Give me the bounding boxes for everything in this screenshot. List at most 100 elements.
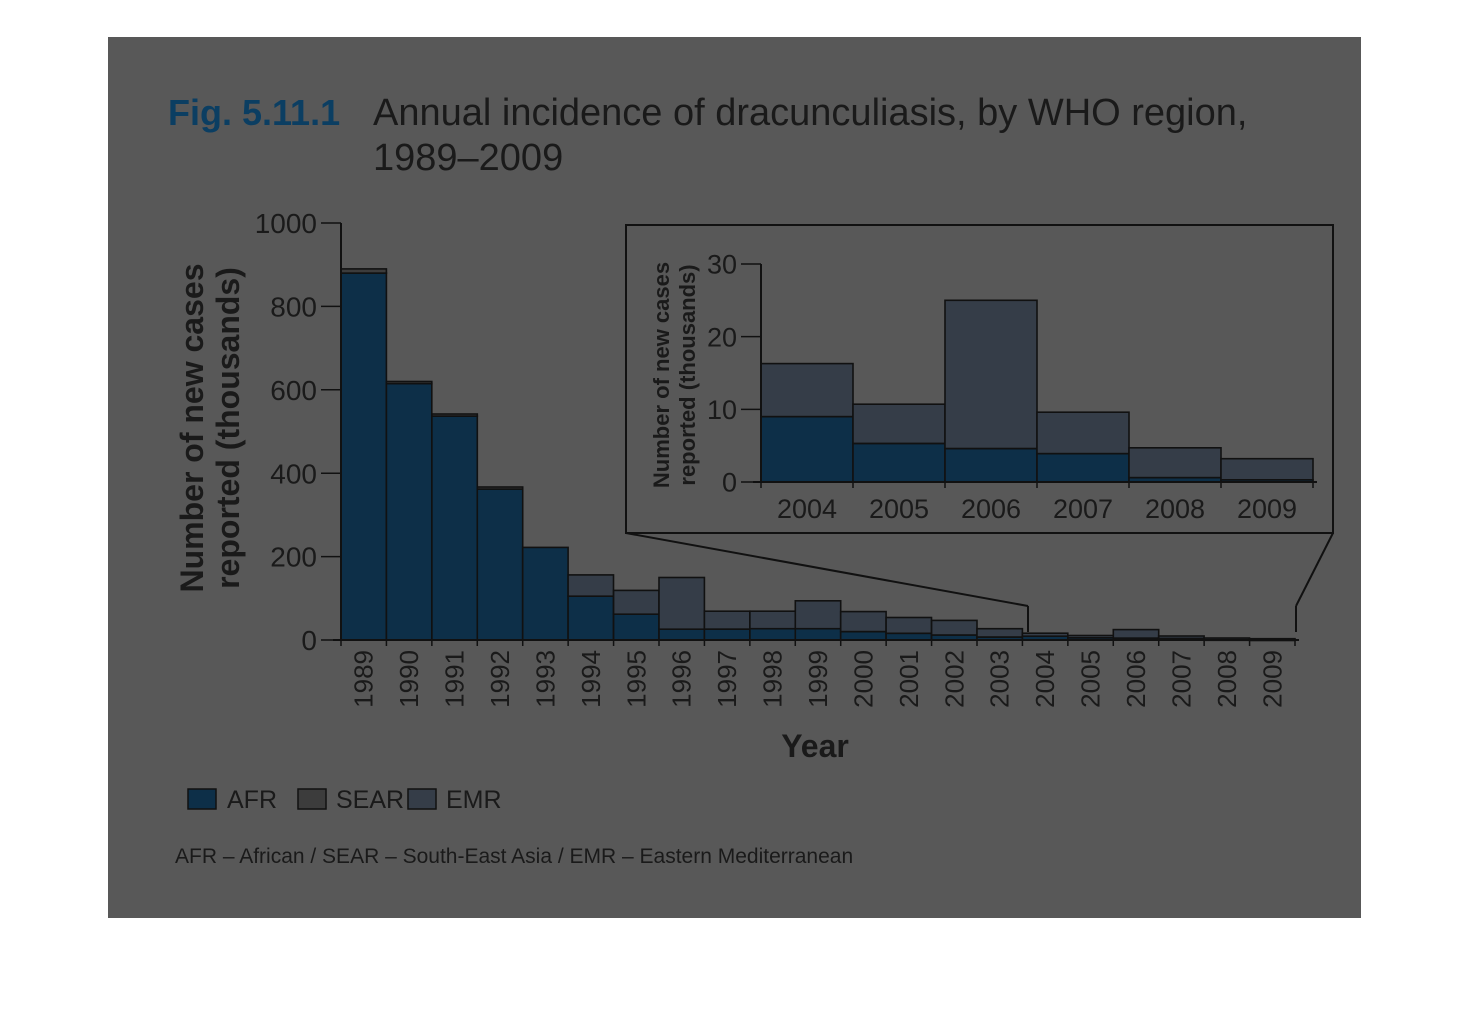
x-tick-label-2007: 2007 — [1166, 650, 1196, 708]
inset-bar-afr-2004 — [760, 415, 854, 483]
y-axis-label-line2: reported (thousands) — [210, 267, 246, 589]
bar-emr-1997 — [703, 610, 751, 630]
x-tick-label-1991: 1991 — [440, 650, 470, 708]
x-tick-label-1992: 1992 — [485, 650, 515, 708]
x-tick-label-2001: 2001 — [894, 650, 924, 708]
inset-y-tick-label-20: 20 — [707, 322, 737, 352]
bar-emr-2004 — [1021, 632, 1069, 638]
bar-emr-1994 — [567, 574, 615, 598]
inset-x-tick-label-2005: 2005 — [869, 494, 929, 524]
x-tick-label-1999: 1999 — [803, 650, 833, 708]
bar-afr-2001 — [885, 632, 933, 641]
bar-sear-1990 — [385, 380, 433, 385]
inset-axes: 2004 2005 2006 2007 2008 2009 0 10 20 30 — [707, 250, 1317, 524]
legend-swatch-emr — [407, 788, 437, 810]
bar-sear-1989 — [340, 268, 388, 274]
bar-afr-2000 — [839, 630, 887, 641]
bar-afr-1990 — [385, 382, 433, 641]
x-tick-label-2003: 2003 — [985, 650, 1015, 708]
inset-y-axis-label-line2: reported (thousands) — [675, 264, 700, 485]
x-tick-label-2008: 2008 — [1212, 650, 1242, 708]
x-tick-label-2006: 2006 — [1121, 650, 1151, 708]
x-tick-label-1990: 1990 — [394, 650, 424, 708]
x-tick-label-2004: 2004 — [1030, 650, 1060, 708]
x-axis-title: Year — [781, 728, 849, 764]
bar-emr-2007 — [1157, 635, 1205, 640]
bar-emr-2001 — [885, 616, 933, 635]
y-tick-label-200: 200 — [270, 542, 317, 573]
bar-sear-1992 — [476, 486, 524, 490]
y-tick-label-400: 400 — [270, 458, 317, 489]
x-tick-label-1996: 1996 — [667, 650, 697, 708]
inset-bar-emr-2008 — [1128, 446, 1222, 479]
inset-y-tick-label-0: 0 — [722, 468, 737, 498]
footnote: AFR – African / SEAR – South-East Asia /… — [175, 845, 853, 868]
bar-emr-1998 — [749, 610, 797, 630]
y-tick-label-1000: 1000 — [255, 208, 317, 239]
x-tick-label-1993: 1993 — [530, 650, 560, 708]
bar-afr-1999 — [794, 627, 842, 641]
main-bars — [340, 268, 1296, 642]
bar-emr-2005 — [1067, 634, 1115, 639]
bar-afr-1998 — [749, 627, 797, 641]
x-tick-label-2005: 2005 — [1076, 650, 1106, 708]
inset-bar-emr-2006 — [944, 299, 1038, 450]
inset-y-axis-label-line1: Number of new cases — [649, 262, 674, 488]
bar-afr-1989 — [340, 272, 388, 641]
inset-x-tick-label-2009: 2009 — [1237, 494, 1297, 524]
inset-x-tick-label-2008: 2008 — [1145, 494, 1205, 524]
x-tick-label-2000: 2000 — [848, 650, 878, 708]
bar-emr-2000 — [839, 610, 887, 633]
x-tick-label-1995: 1995 — [621, 650, 651, 708]
bar-emr-2002 — [930, 619, 978, 636]
inset-x-tick-label-2006: 2006 — [961, 494, 1021, 524]
chart-title-line2: 1989–2009 — [373, 137, 563, 179]
bar-emr-1996 — [658, 576, 706, 631]
legend-label-emr: EMR — [446, 786, 502, 814]
bar-afr-1995 — [612, 613, 660, 641]
x-tick-label-2002: 2002 — [939, 650, 969, 708]
inset-bar-emr-2004 — [760, 362, 854, 418]
y-axis-label-line1: Number of new cases — [174, 264, 210, 593]
bar-sear-1991 — [431, 413, 479, 417]
inset-bar-emr-2005 — [852, 403, 946, 445]
inset-bar-afr-2006 — [944, 447, 1038, 483]
inset-x-tick-label-2004: 2004 — [777, 494, 837, 524]
x-tick-label-1994: 1994 — [576, 650, 606, 708]
y-tick-label-0: 0 — [301, 625, 317, 656]
inset-bar-emr-2007 — [1036, 411, 1130, 455]
bar-afr-1993 — [521, 546, 569, 641]
inset-bar-emr-2009 — [1220, 457, 1314, 481]
legend-swatch-sear — [297, 788, 327, 810]
legend: AFR SEAR EMR — [187, 786, 502, 814]
inset-bar-afr-2005 — [852, 442, 946, 483]
bar-afr-1991 — [431, 415, 479, 641]
figure-number: Fig. 5.11.1 — [168, 92, 340, 133]
inset-bar-afr-2007 — [1036, 452, 1130, 483]
bar-afr-1994 — [567, 595, 615, 641]
legend-swatch-afr — [187, 788, 217, 810]
bar-emr-2006 — [1112, 628, 1160, 639]
bar-emr-2003 — [976, 627, 1024, 638]
x-tick-label-2009: 2009 — [1257, 650, 1287, 708]
inset-y-tick-label-10: 10 — [707, 395, 737, 425]
legend-label-sear: SEAR — [336, 786, 404, 814]
bar-emr-1995 — [612, 589, 660, 616]
bar-afr-1992 — [476, 488, 524, 641]
y-tick-label-600: 600 — [270, 375, 317, 406]
zoom-connector-right — [1295, 532, 1334, 607]
main-axes: 1989 1990 1991 1992 1993 1994 1995 1996 1997 1998… — [255, 208, 1299, 708]
inset-y-tick-label-30: 30 — [707, 250, 737, 280]
x-tick-label-1989: 1989 — [349, 650, 379, 708]
inset-x-tick-label-2007: 2007 — [1053, 494, 1113, 524]
x-tick-label-1998: 1998 — [758, 650, 788, 708]
bar-emr-1999 — [794, 599, 842, 630]
legend-label-afr: AFR — [227, 786, 277, 814]
x-tick-label-1997: 1997 — [712, 650, 742, 708]
inset-bars — [760, 299, 1314, 483]
zoom-connector-left — [625, 532, 1029, 607]
bar-afr-1996 — [658, 628, 706, 641]
y-tick-label-800: 800 — [270, 292, 317, 323]
bar-afr-1997 — [703, 628, 751, 641]
